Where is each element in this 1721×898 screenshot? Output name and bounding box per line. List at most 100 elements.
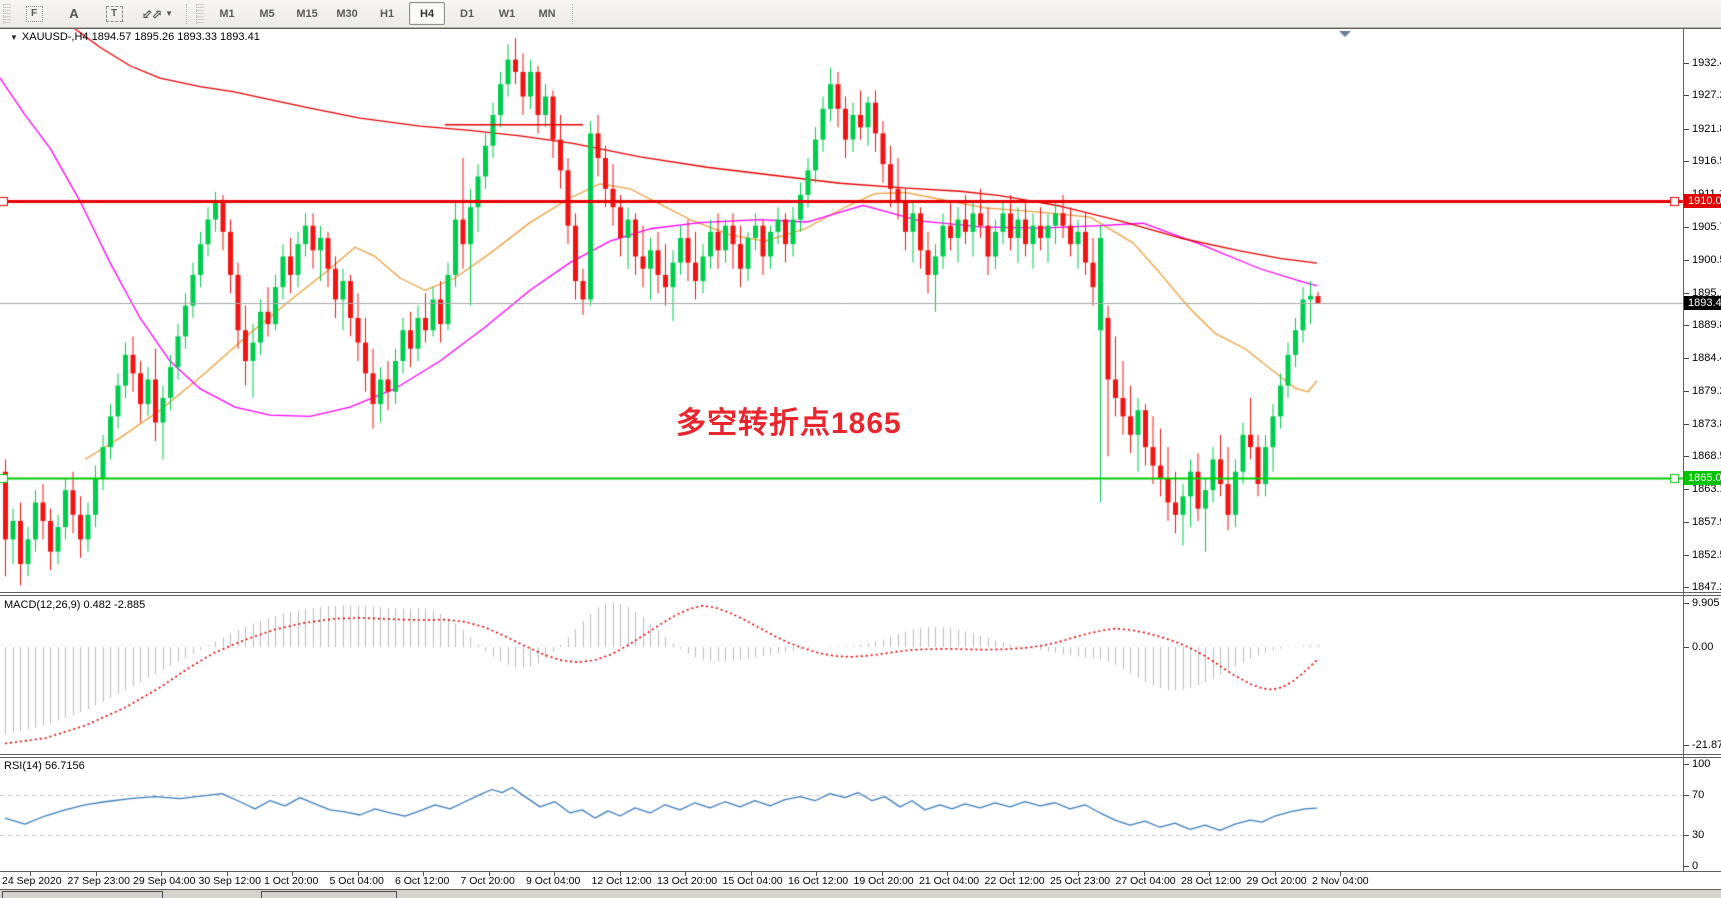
price-tick-label-tick <box>1684 325 1689 326</box>
timeframe-button-d1[interactable]: D1 <box>460 7 475 20</box>
price-tick-label-tick <box>1684 587 1689 588</box>
price-tick-label: 1916.55 <box>1692 155 1721 167</box>
pane-separator-2a[interactable] <box>0 754 1721 755</box>
date-tick <box>750 872 752 876</box>
price-tick-label-tick <box>1684 227 1689 228</box>
price-tick-label-tick <box>1684 489 1689 490</box>
date-tick <box>292 872 293 876</box>
date-label: 16 Oct 12:00 <box>788 875 849 887</box>
grid-f-icon-glyph: F <box>25 5 43 22</box>
date-tick <box>1274 872 1276 876</box>
date-label: 22 Oct 12:00 <box>984 875 1045 887</box>
macd-tick-label-tick <box>1684 745 1689 746</box>
price-tick-label: 1857.90 <box>1692 516 1721 528</box>
timeframe-button-m15[interactable]: M15 <box>296 7 318 20</box>
timeframe-button-h4[interactable]: H4 <box>409 2 446 25</box>
date-label: 2 Nov 04:00 <box>1312 875 1369 887</box>
date-tick <box>357 872 359 876</box>
price-tick-label-tick <box>1684 260 1689 261</box>
date-label: 7 Oct 20:00 <box>460 875 515 887</box>
timeframe-button-m5[interactable]: M5 <box>259 7 275 20</box>
date-tick <box>95 872 97 876</box>
price-tick-label-tick <box>1684 95 1689 96</box>
date-label: 25 Oct 23:00 <box>1050 875 1111 887</box>
rsi-tick-label: 70 <box>1692 789 1705 801</box>
price-tick-label-tick <box>1684 63 1689 64</box>
timeframe-button-m1[interactable]: M1 <box>219 7 235 20</box>
date-label: 27 Oct 04:00 <box>1115 875 1176 887</box>
price-tick-label: 1889.85 <box>1692 319 1721 331</box>
date-label: 19 Oct 20:00 <box>853 875 914 887</box>
price-tick-label: 1905.75 <box>1692 221 1721 233</box>
pane-separator-1b <box>0 595 1721 596</box>
date-label: 9 Oct 04:00 <box>526 875 581 887</box>
date-tick <box>881 872 883 876</box>
macd-tick-label: 0.00 <box>1692 641 1714 653</box>
rsi-tick-label-tick <box>1684 764 1689 765</box>
date-label: 15 Oct 04:00 <box>722 875 783 887</box>
price-tick-label: 1847.25 <box>1692 581 1721 593</box>
chart-title[interactable]: ▼ XAUUSD-,H4 1894.57 1895.26 1893.33 1893… <box>10 31 260 43</box>
date-label: 5 Oct 04:00 <box>329 875 384 887</box>
toolbar-grip-2[interactable] <box>196 3 205 24</box>
rsi-tick-label: 0 <box>1692 860 1699 872</box>
price-tick-label-tick <box>1684 555 1689 556</box>
rsi-label: RSI(14) 56.7156 <box>4 760 85 772</box>
price-tick-label-tick <box>1684 391 1689 392</box>
macd-tick-label-tick <box>1684 647 1689 648</box>
date-tick <box>226 872 228 876</box>
chart-frame-top <box>0 28 1721 29</box>
date-axis-top-border <box>0 871 1721 872</box>
timeframe-button-h1[interactable]: H1 <box>380 7 395 20</box>
date-label: 12 Oct 12:00 <box>591 875 652 887</box>
date-tick <box>1209 872 1210 876</box>
price-tick-label: 1863.15 <box>1692 483 1721 495</box>
timeframe-button-m30[interactable]: M30 <box>336 7 358 20</box>
date-tick <box>816 872 817 876</box>
pane-separator-1a[interactable] <box>0 592 1721 593</box>
chart-title-text: XAUUSD-,H4 1894.57 1895.26 1893.33 1893.… <box>21 31 260 43</box>
rsi-tick-label-tick <box>1684 835 1689 836</box>
macd-label: MACD(12,26,9) 0.482 -2.885 <box>4 599 146 611</box>
date-tick <box>30 872 31 876</box>
chart-tab[interactable] <box>2 891 163 898</box>
date-label: 30 Sep 12:00 <box>198 875 261 887</box>
chart-dropdown-icon[interactable]: ▼ <box>10 33 18 42</box>
price-tick-label-tick <box>1684 129 1689 130</box>
chevron-down-icon: ▼ <box>165 9 174 18</box>
timeframe-button-w1[interactable]: W1 <box>498 7 516 20</box>
date-tick <box>1078 872 1079 876</box>
date-tick <box>161 872 162 876</box>
arrows-tool-button[interactable]: ⬃⬀ ▼ <box>136 2 179 25</box>
date-label: 6 Oct 12:00 <box>395 875 450 887</box>
rsi-tick-label-tick <box>1684 866 1689 867</box>
macd-tick-label-tick <box>1684 603 1689 604</box>
text-a-icon: A <box>69 6 79 21</box>
date-label: 13 Oct 20:00 <box>657 875 718 887</box>
macd-tick-label: 9.905 <box>1692 597 1720 609</box>
date-tick <box>488 872 490 876</box>
chart-tab[interactable] <box>261 891 397 898</box>
rsi-tick-label-tick <box>1684 795 1689 796</box>
timeframe-button-mn[interactable]: MN <box>538 7 556 20</box>
rsi-tick-label: 100 <box>1692 758 1711 770</box>
grid-f-icon[interactable]: F <box>16 2 52 25</box>
date-label: 1 Oct 20:00 <box>264 875 319 887</box>
price-tick-label-tick <box>1684 522 1689 523</box>
toolbar-grip[interactable] <box>3 3 11 24</box>
annotation-text[interactable]: 多空转折点1865 <box>676 407 902 440</box>
toolbar-separator-2 <box>572 3 574 24</box>
price-tick-label: 1879.20 <box>1692 385 1721 397</box>
toolbar: F A T ⬃⬀ ▼ M1 M5 M15 M30 H1 H4 D1 W1 MN <box>0 0 1721 28</box>
text-label-button[interactable]: A <box>56 2 92 25</box>
date-tick <box>947 872 948 876</box>
price-tick-label: 1921.80 <box>1692 123 1721 135</box>
text-tool-button[interactable]: T <box>96 2 132 25</box>
pane-separator-2b <box>0 757 1721 758</box>
price-axis-border <box>1683 28 1684 871</box>
price-tick-label-tick <box>1684 161 1689 162</box>
price-tick-label: 1873.80 <box>1692 418 1721 430</box>
price-tick-label: 1884.45 <box>1692 352 1721 364</box>
